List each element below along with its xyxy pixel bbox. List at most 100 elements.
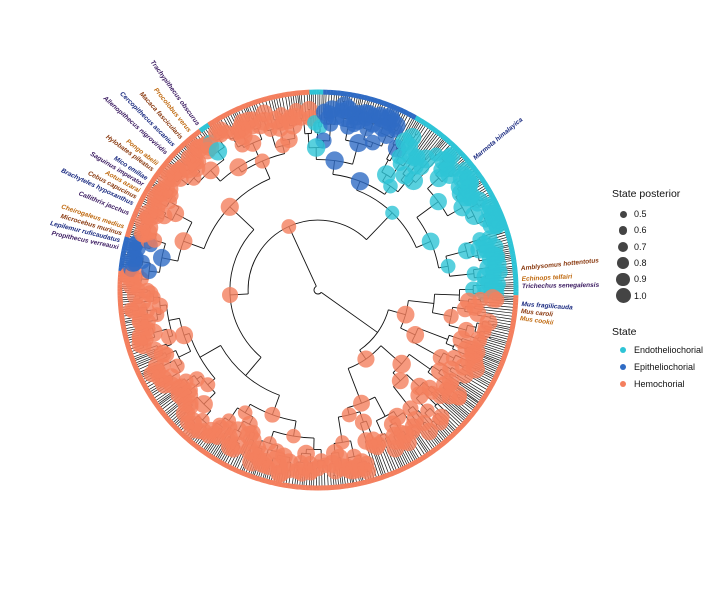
tip-state-segment (428, 124, 435, 131)
tip-state-segment (405, 463, 411, 470)
tip-state-segment (425, 122, 432, 129)
tip-state-segment (150, 176, 157, 183)
tip-state-segment (122, 332, 128, 337)
branch (199, 345, 221, 358)
tip-state-segment (119, 260, 125, 265)
tip-state-segment (237, 469, 244, 476)
legend-posterior-label: 0.8 (634, 258, 647, 269)
ancestral-state-node (195, 412, 210, 428)
ancestral-state-node (241, 415, 258, 433)
tip-state-segment (247, 473, 253, 479)
tip-state-segment (484, 185, 491, 191)
ancestral-state-node (208, 142, 228, 161)
tip-state-segment (510, 256, 517, 262)
tip-state-segment (174, 146, 182, 153)
ancestral-state-node (264, 406, 281, 423)
tip-state-segment (195, 128, 202, 135)
tip-state-segment (125, 229, 132, 235)
tip-state-segment (498, 361, 505, 367)
ancestral-state-node (429, 169, 448, 188)
ancestral-state-node (429, 193, 447, 211)
ancestral-state-node (166, 204, 185, 223)
ancestral-state-node (323, 116, 339, 132)
tip-state-segment (228, 464, 234, 471)
tip-state-segment (198, 126, 205, 133)
tip-state-segment (363, 95, 369, 101)
tip-state-segment (504, 345, 511, 351)
tip-state-segment (125, 345, 132, 351)
ancestral-state-node (451, 184, 470, 203)
tip-state-segment (122, 335, 129, 341)
tip-state-segment (495, 367, 502, 374)
legend-state-item: Hemochorial (612, 376, 727, 393)
tip-state-segment (260, 477, 266, 484)
tip-state-segment (386, 102, 392, 109)
tip-state-segment (120, 322, 126, 327)
tip-state-segment (201, 449, 208, 456)
tip-state-segment (172, 149, 179, 156)
tip-state-segment (506, 338, 513, 344)
tip-state-segment (177, 429, 184, 436)
tip-state-segment (264, 95, 270, 102)
size-dot-icon (617, 257, 629, 269)
tip-state-segment (145, 389, 152, 395)
ancestral-state-node (200, 377, 216, 393)
tip-state-segment (135, 203, 142, 209)
ancestral-state-node (357, 350, 375, 368)
tip-state-segment (222, 112, 228, 119)
tip-state-segment (462, 419, 469, 426)
tip-state-segment (238, 104, 244, 111)
tip-state-segment (475, 403, 482, 410)
tip-state-segment (376, 98, 382, 105)
tip-state-segment (254, 98, 260, 105)
tip-state-segment (264, 478, 270, 485)
tip-state-segment (231, 466, 237, 473)
tip-state-segment (386, 471, 392, 478)
legend-posterior-title: State posterior (612, 188, 681, 200)
tip-state-segment (244, 471, 250, 478)
tip-state-segment (204, 122, 211, 129)
tip-state-segment (414, 458, 420, 465)
tip-state-segment (350, 482, 355, 488)
ancestral-state-node (220, 197, 239, 216)
tip-state-segment (257, 97, 263, 104)
tip-state-segment (503, 226, 510, 232)
tip-state-segment (450, 142, 457, 149)
tip-state-segment (508, 243, 514, 248)
legend-posterior-label: 0.7 (634, 241, 647, 252)
tip-state-segment (417, 456, 423, 463)
tip-ring (117, 89, 519, 491)
tip-state-segment (165, 157, 172, 164)
ancestral-state-node (453, 198, 472, 217)
tip-state-segment (350, 92, 355, 98)
ancestral-state-node (141, 263, 157, 280)
tip-state-segment (454, 427, 462, 434)
tip-state-segment (389, 470, 395, 477)
tip-state-segment (152, 173, 159, 180)
tip-state-segment (509, 250, 516, 255)
tip-state-segment (140, 380, 147, 386)
tip-state-segment (288, 483, 293, 489)
tip-state-segment (488, 191, 495, 197)
tip-state-segment (150, 397, 157, 404)
tip-state-segment (373, 97, 379, 104)
tip-state-segment (383, 473, 389, 480)
tip-state-segment (132, 364, 139, 370)
legend-posterior-label: 1.0 (634, 290, 647, 301)
tip-state-segment (346, 91, 352, 98)
tip-state-segment (414, 115, 420, 122)
tip-state-segment (507, 335, 513, 341)
legend-posterior-item: 0.7 (612, 239, 727, 255)
ancestral-state-node (432, 349, 450, 366)
tip-state-segment (434, 128, 441, 136)
tip-state-segment (120, 253, 126, 258)
tip-state-segment (143, 386, 150, 392)
tip-state-segment (146, 392, 154, 398)
ancestral-state-node (350, 172, 370, 191)
branch (409, 354, 431, 370)
ancestral-state-node (431, 362, 449, 380)
tip-state-segment (411, 113, 417, 120)
tip-state-segment (119, 318, 126, 324)
tip-state-segment (160, 411, 168, 418)
